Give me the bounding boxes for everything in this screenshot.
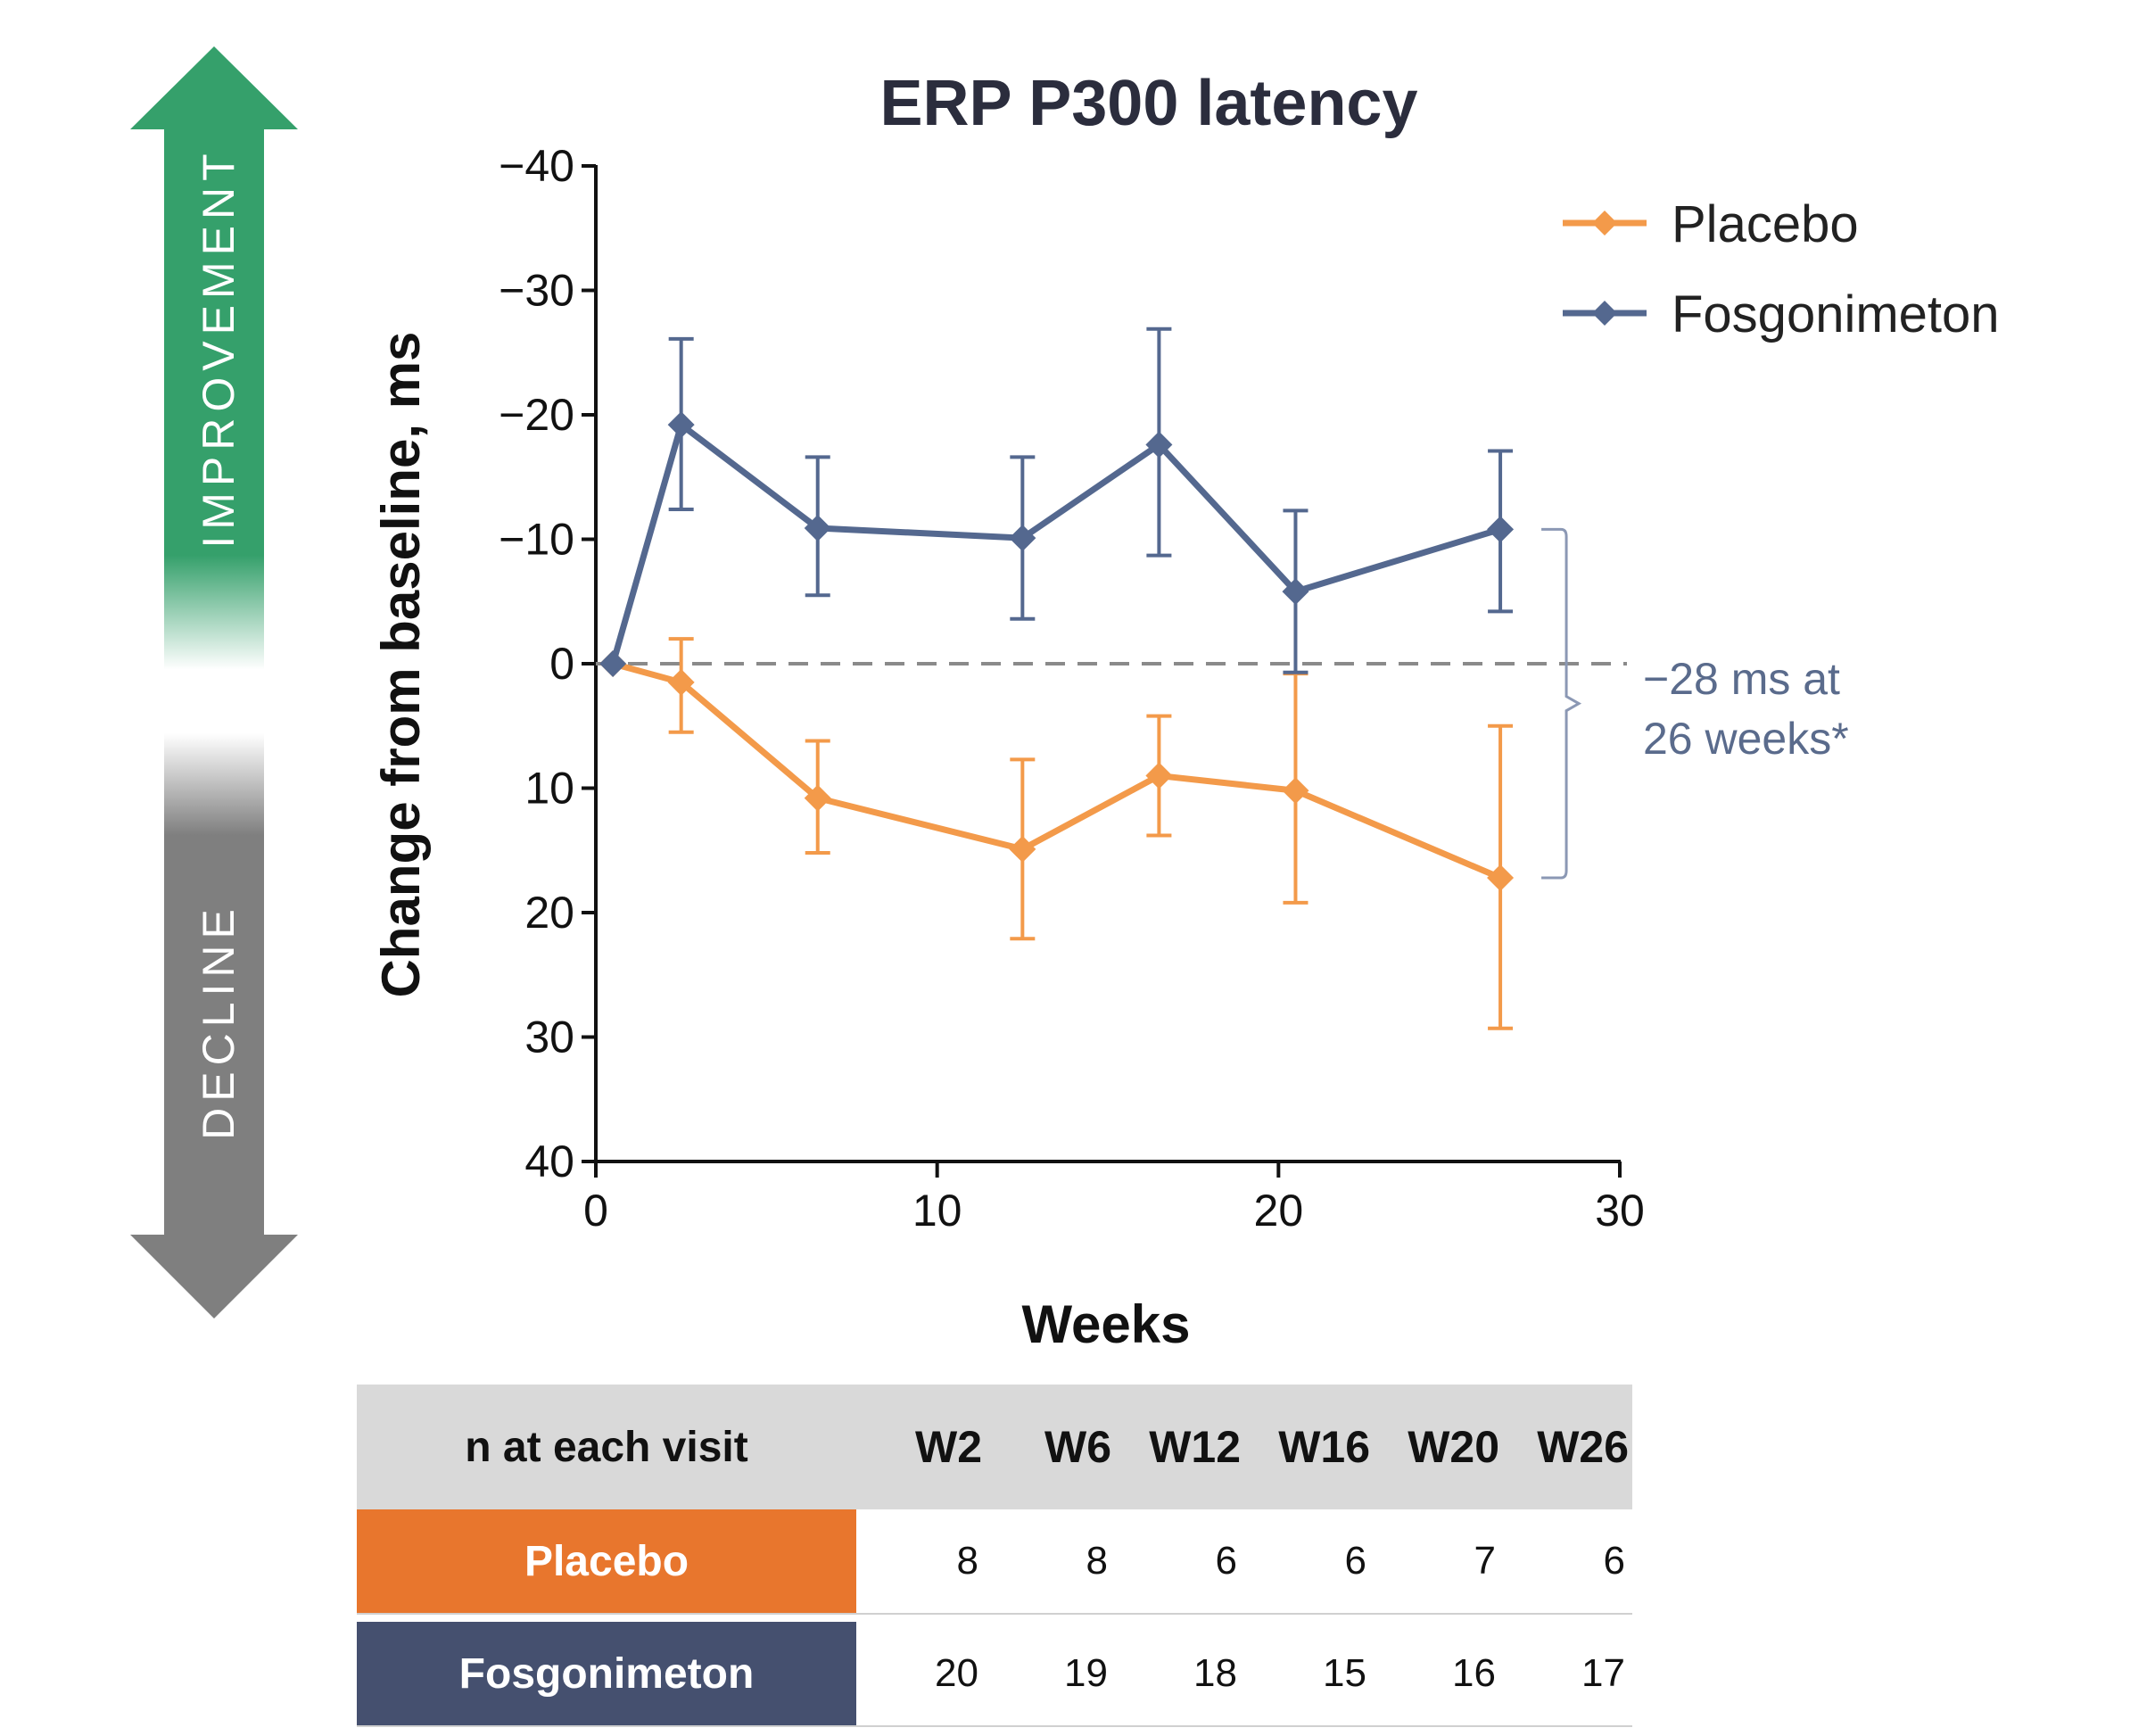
y-tick-label: −20 <box>499 390 574 440</box>
table-col-header: W12 <box>1149 1422 1241 1472</box>
table-cell: 18 <box>1193 1651 1237 1695</box>
data-point <box>667 668 695 696</box>
annotation-line-1: −28 ms at <box>1643 654 1840 704</box>
row-label-placebo: Placebo <box>357 1509 856 1613</box>
data-point <box>1282 777 1309 805</box>
x-tick-label: 0 <box>583 1186 608 1236</box>
table-cell: 6 <box>1215 1539 1237 1583</box>
table-header-label: n at each visit <box>465 1423 748 1471</box>
table-cell: 17 <box>1581 1651 1625 1695</box>
y-tick-label: 20 <box>524 888 574 938</box>
table-header-row: n at each visit W2 W6 W12 W16 W20 W26 <box>357 1385 1632 1509</box>
legend-fosgonimeton-label: Fosgonimeton <box>1672 285 2000 343</box>
data-point <box>804 784 831 812</box>
data-point <box>1009 525 1036 552</box>
table-cell: 20 <box>935 1651 978 1695</box>
y-axis-ticks: −40 −30 −20 −10 0 10 20 30 40 <box>499 141 596 1186</box>
y-tick-label: 30 <box>524 1013 574 1062</box>
n-at-each-visit-table: n at each visit W2 W6 W12 W16 W20 W26 Pl… <box>357 1385 1632 1727</box>
data-point <box>1282 578 1309 606</box>
table-cell: 7 <box>1474 1539 1496 1583</box>
y-tick-label: −10 <box>499 515 574 565</box>
series-layer <box>599 327 1515 1030</box>
improvement-label: IMPROVEMENT <box>194 147 244 548</box>
x-axis-ticks: 0 10 20 30 <box>583 1161 1645 1236</box>
table-col-header: W16 <box>1278 1422 1370 1472</box>
table-cell: 19 <box>1064 1651 1108 1695</box>
table-cell: 16 <box>1452 1651 1496 1695</box>
series-line <box>609 421 1502 665</box>
table-col-header: W20 <box>1408 1422 1499 1472</box>
x-axis-title: Weeks <box>1021 1294 1190 1354</box>
chart: IMPROVEMENT DECLINE ERP P300 latency −40… <box>130 46 2000 1354</box>
data-point <box>599 650 627 677</box>
table-row-fosgonimeton: Fosgonimeton 20 19 18 15 16 17 <box>357 1622 1632 1727</box>
series-placebo <box>599 637 1515 1030</box>
table-cell: 15 <box>1323 1651 1366 1695</box>
x-tick-label: 10 <box>912 1186 962 1236</box>
row-label-fosgonimeton: Fosgonimeton <box>357 1622 856 1725</box>
data-point <box>1009 835 1036 863</box>
improvement-decline-arrow: IMPROVEMENT DECLINE <box>130 46 298 1319</box>
y-tick-label: 0 <box>549 639 574 689</box>
difference-bracket <box>1541 527 1582 880</box>
y-axis-title: Change from baseline, ms <box>371 332 431 998</box>
table-cell: 8 <box>1086 1539 1108 1583</box>
series-line <box>612 660 1502 881</box>
chart-title: ERP P300 latency <box>879 68 1417 139</box>
table-row-placebo: Placebo 8 8 6 6 7 6 <box>357 1509 1632 1615</box>
legend-placebo-marker <box>1592 211 1617 236</box>
series-fosgonimeton <box>599 327 1515 677</box>
data-point <box>1145 762 1173 789</box>
table-cell: 6 <box>1603 1539 1625 1583</box>
y-tick-label: −40 <box>499 141 574 191</box>
table-cell: 6 <box>1344 1539 1366 1583</box>
table-col-header: W2 <box>915 1422 982 1472</box>
annotation-line-2: 26 weeks* <box>1643 714 1849 764</box>
data-point <box>1145 431 1173 459</box>
data-point <box>1487 864 1515 891</box>
x-tick-label: 20 <box>1254 1186 1304 1236</box>
decline-label: DECLINE <box>194 903 244 1140</box>
y-tick-label: 40 <box>524 1137 574 1186</box>
legend-fosgonimeton-marker <box>1592 301 1617 326</box>
y-tick-label: 10 <box>524 764 574 814</box>
table-col-header: W6 <box>1044 1422 1111 1472</box>
legend-placebo-label: Placebo <box>1672 195 1859 253</box>
table-col-header: W26 <box>1537 1422 1629 1472</box>
table-cell: 8 <box>956 1539 978 1583</box>
y-tick-label: −30 <box>499 266 574 316</box>
x-tick-label: 30 <box>1595 1186 1645 1236</box>
legend: Placebo Fosgonimeton <box>1563 195 2000 343</box>
data-point <box>804 514 831 541</box>
data-point <box>1487 516 1515 543</box>
data-point <box>667 411 695 439</box>
arrow-shape <box>130 46 298 1319</box>
